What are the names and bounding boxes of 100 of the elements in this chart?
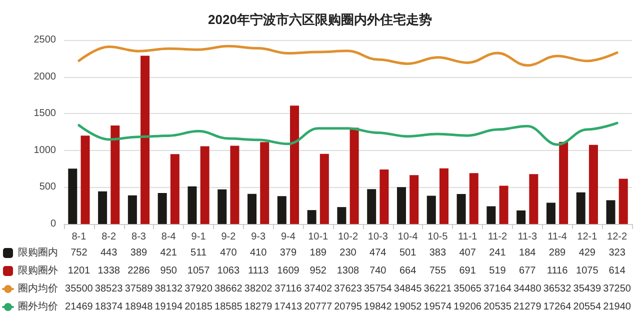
data-label: 677	[519, 266, 536, 276]
bar	[170, 154, 180, 224]
chart-title: 2020年宁波市六区限购圈内外住宅走势	[208, 12, 432, 27]
data-label: 38662	[214, 284, 243, 294]
data-label: 289	[548, 248, 566, 258]
bar	[439, 168, 448, 224]
data-label: 35065	[454, 284, 482, 294]
data-label: 19574	[424, 302, 452, 312]
data-label: 752	[70, 248, 88, 258]
data-label: 38202	[244, 284, 273, 294]
x-tick-label: 10-2	[338, 232, 358, 242]
bar	[277, 196, 286, 224]
data-label: 410	[250, 248, 268, 258]
data-label: 755	[429, 266, 446, 276]
data-label: 34480	[513, 284, 542, 294]
bar	[260, 142, 270, 224]
data-label: 952	[310, 266, 327, 276]
data-label: 19194	[154, 302, 183, 312]
data-label: 18585	[214, 302, 243, 312]
legend-label: 圈内均价	[18, 282, 58, 294]
data-label: 614	[608, 266, 626, 276]
bar	[230, 146, 240, 224]
x-tick-label: 9-2	[221, 232, 236, 242]
data-label: 19842	[364, 302, 392, 312]
data-label: 1075	[576, 266, 599, 276]
data-label: 37402	[304, 284, 332, 294]
x-tick-label: 10-4	[398, 232, 418, 242]
bar	[456, 194, 466, 224]
y-tick-label: 500	[39, 182, 56, 193]
bar	[350, 128, 359, 224]
data-label: 389	[130, 248, 148, 258]
data-label: 241	[489, 248, 506, 258]
data-label: 379	[280, 248, 297, 258]
x-tick-label: 11-4	[548, 232, 568, 242]
x-tick-label: 10-5	[428, 232, 448, 242]
bar	[606, 200, 616, 224]
data-label: 184	[519, 248, 536, 258]
data-label: 19206	[454, 302, 482, 312]
bar	[248, 194, 257, 224]
data-label: 1113	[248, 266, 270, 276]
x-tick-label: 8-2	[102, 232, 117, 242]
data-label: 20185	[184, 302, 213, 312]
data-label: 421	[160, 248, 178, 258]
data-label: 35754	[364, 284, 392, 294]
data-label: 501	[399, 248, 417, 258]
data-label: 35439	[573, 284, 602, 294]
data-label: 37116	[274, 284, 302, 294]
data-label: 1116	[546, 266, 568, 276]
data-label: 443	[100, 248, 118, 258]
data-label: 35500	[65, 284, 94, 294]
data-label: 20795	[334, 302, 362, 312]
bar	[618, 178, 628, 224]
data-label: 18948	[124, 302, 154, 312]
bar	[516, 210, 526, 224]
x-tick-label: 8-1	[72, 232, 87, 242]
bar	[290, 106, 300, 224]
data-label: 740	[370, 266, 387, 276]
data-label: 1057	[187, 266, 210, 276]
x-tick-label: 11-3	[518, 232, 538, 242]
bar	[110, 126, 120, 224]
data-label: 470	[220, 248, 238, 258]
data-label: 1338	[98, 266, 120, 276]
data-label: 189	[310, 248, 327, 258]
bar	[98, 191, 108, 224]
data-label: 323	[608, 248, 626, 258]
x-tick-label: 11-1	[458, 232, 478, 242]
x-tick-label: 8-4	[161, 232, 176, 242]
y-tick-label: 1000	[34, 144, 56, 156]
bar	[546, 202, 556, 224]
data-label: 21469	[65, 302, 94, 312]
data-label: 19052	[394, 302, 422, 312]
data-label: 18374	[94, 302, 124, 312]
bar	[576, 192, 586, 224]
y-tick-label: 2500	[34, 34, 56, 46]
y-tick-label: 0	[50, 218, 56, 230]
legend-label: 限购圈内	[18, 246, 58, 258]
data-label: 18279	[244, 302, 273, 312]
bar	[188, 186, 197, 224]
bar	[380, 170, 389, 224]
data-label: 20535	[484, 302, 512, 312]
x-tick-label: 12-2	[607, 232, 628, 242]
data-label: 21940	[603, 302, 632, 312]
x-tick-label: 12-1	[577, 232, 598, 242]
bar	[307, 210, 316, 224]
data-label: 230	[340, 248, 357, 258]
data-label: 37250	[603, 284, 632, 294]
data-label: 17413	[274, 302, 303, 312]
data-label: 1201	[68, 266, 91, 276]
data-label: 17264	[543, 302, 572, 312]
data-label: 1609	[277, 266, 300, 276]
bar	[80, 136, 90, 224]
bar	[158, 193, 167, 224]
bar	[68, 168, 78, 224]
bar	[469, 173, 478, 224]
bar	[320, 154, 329, 224]
x-tick-label: 10-1	[308, 232, 329, 242]
data-label: 36221	[424, 284, 452, 294]
bar	[559, 142, 568, 224]
data-label: 37623	[334, 284, 362, 294]
data-label: 38523	[94, 284, 124, 294]
